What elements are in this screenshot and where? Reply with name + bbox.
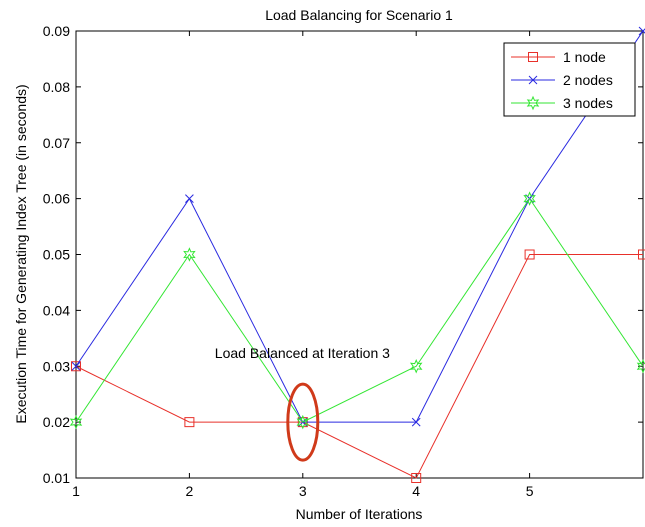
data-point [638, 249, 645, 260]
legend-marker [528, 52, 538, 62]
series-layer [69, 26, 645, 483]
annotation-ellipse [286, 382, 320, 462]
data-point [184, 417, 195, 428]
legend-label: 1 node [563, 49, 606, 65]
series-3 [69, 191, 645, 430]
legend-item: 2 nodes [511, 72, 613, 88]
x-axis-label: Number of Iterations [296, 506, 423, 522]
x-tick-label: 4 [412, 483, 420, 499]
y-tick-label: 0.03 [43, 358, 70, 374]
y-tick-label: 0.04 [43, 302, 70, 318]
data-point [636, 359, 645, 374]
y-axis-label: Execution Time for Generating Index Tree… [13, 84, 29, 423]
data-point [524, 249, 535, 260]
data-point [523, 191, 536, 206]
y-tick-label: 0.08 [43, 79, 70, 95]
legend-box [503, 42, 636, 117]
data-point [69, 414, 83, 430]
data-point [296, 414, 310, 430]
y-tick-label: 0.06 [43, 191, 70, 207]
data-point [71, 361, 81, 372]
legend-marker [526, 95, 540, 111]
y-tick-label: 0.07 [43, 135, 70, 151]
data-point [409, 359, 423, 374]
data-point [411, 473, 422, 483]
data-point [71, 361, 81, 371]
x-tick-label: 1 [72, 483, 80, 499]
y-tick-label: 0.02 [43, 414, 70, 430]
y-axis: 0.01 0.02 0.03 0.04 0.05 0.06 0.07 0.08 0.09 [43, 23, 643, 486]
legend-item: 3 nodes [511, 95, 613, 111]
x-axis: 1 2 3 4 5 [72, 31, 534, 499]
x-tick-label: 5 [526, 483, 534, 499]
y-tick-label: 0.09 [43, 23, 70, 39]
annotation-text: Load Balanced at Iteration 3 [215, 345, 390, 361]
x-tick-label: 2 [186, 483, 194, 499]
data-point [638, 26, 645, 36]
legend-label: 3 nodes [563, 95, 613, 111]
legend-label: 2 nodes [563, 72, 613, 88]
series-line [75, 30, 644, 423]
legend-item: 1 node [511, 49, 606, 65]
y-tick-label: 0.05 [43, 247, 70, 263]
data-point [185, 194, 194, 203]
y-tick-label: 0.01 [43, 470, 70, 486]
x-tick-label: 3 [299, 483, 307, 499]
data-point [183, 247, 196, 262]
data-point [411, 417, 421, 427]
annotation-layer: Load Balanced at Iteration 3 [215, 345, 390, 462]
series-line [75, 254, 643, 479]
legend: 1 node 2 nodes 3 nodes [503, 42, 636, 117]
legend-marker [528, 75, 538, 85]
series-1 [71, 249, 645, 483]
series-line [75, 197, 644, 423]
chart-title: Load Balancing for Scenario 1 [265, 7, 453, 23]
